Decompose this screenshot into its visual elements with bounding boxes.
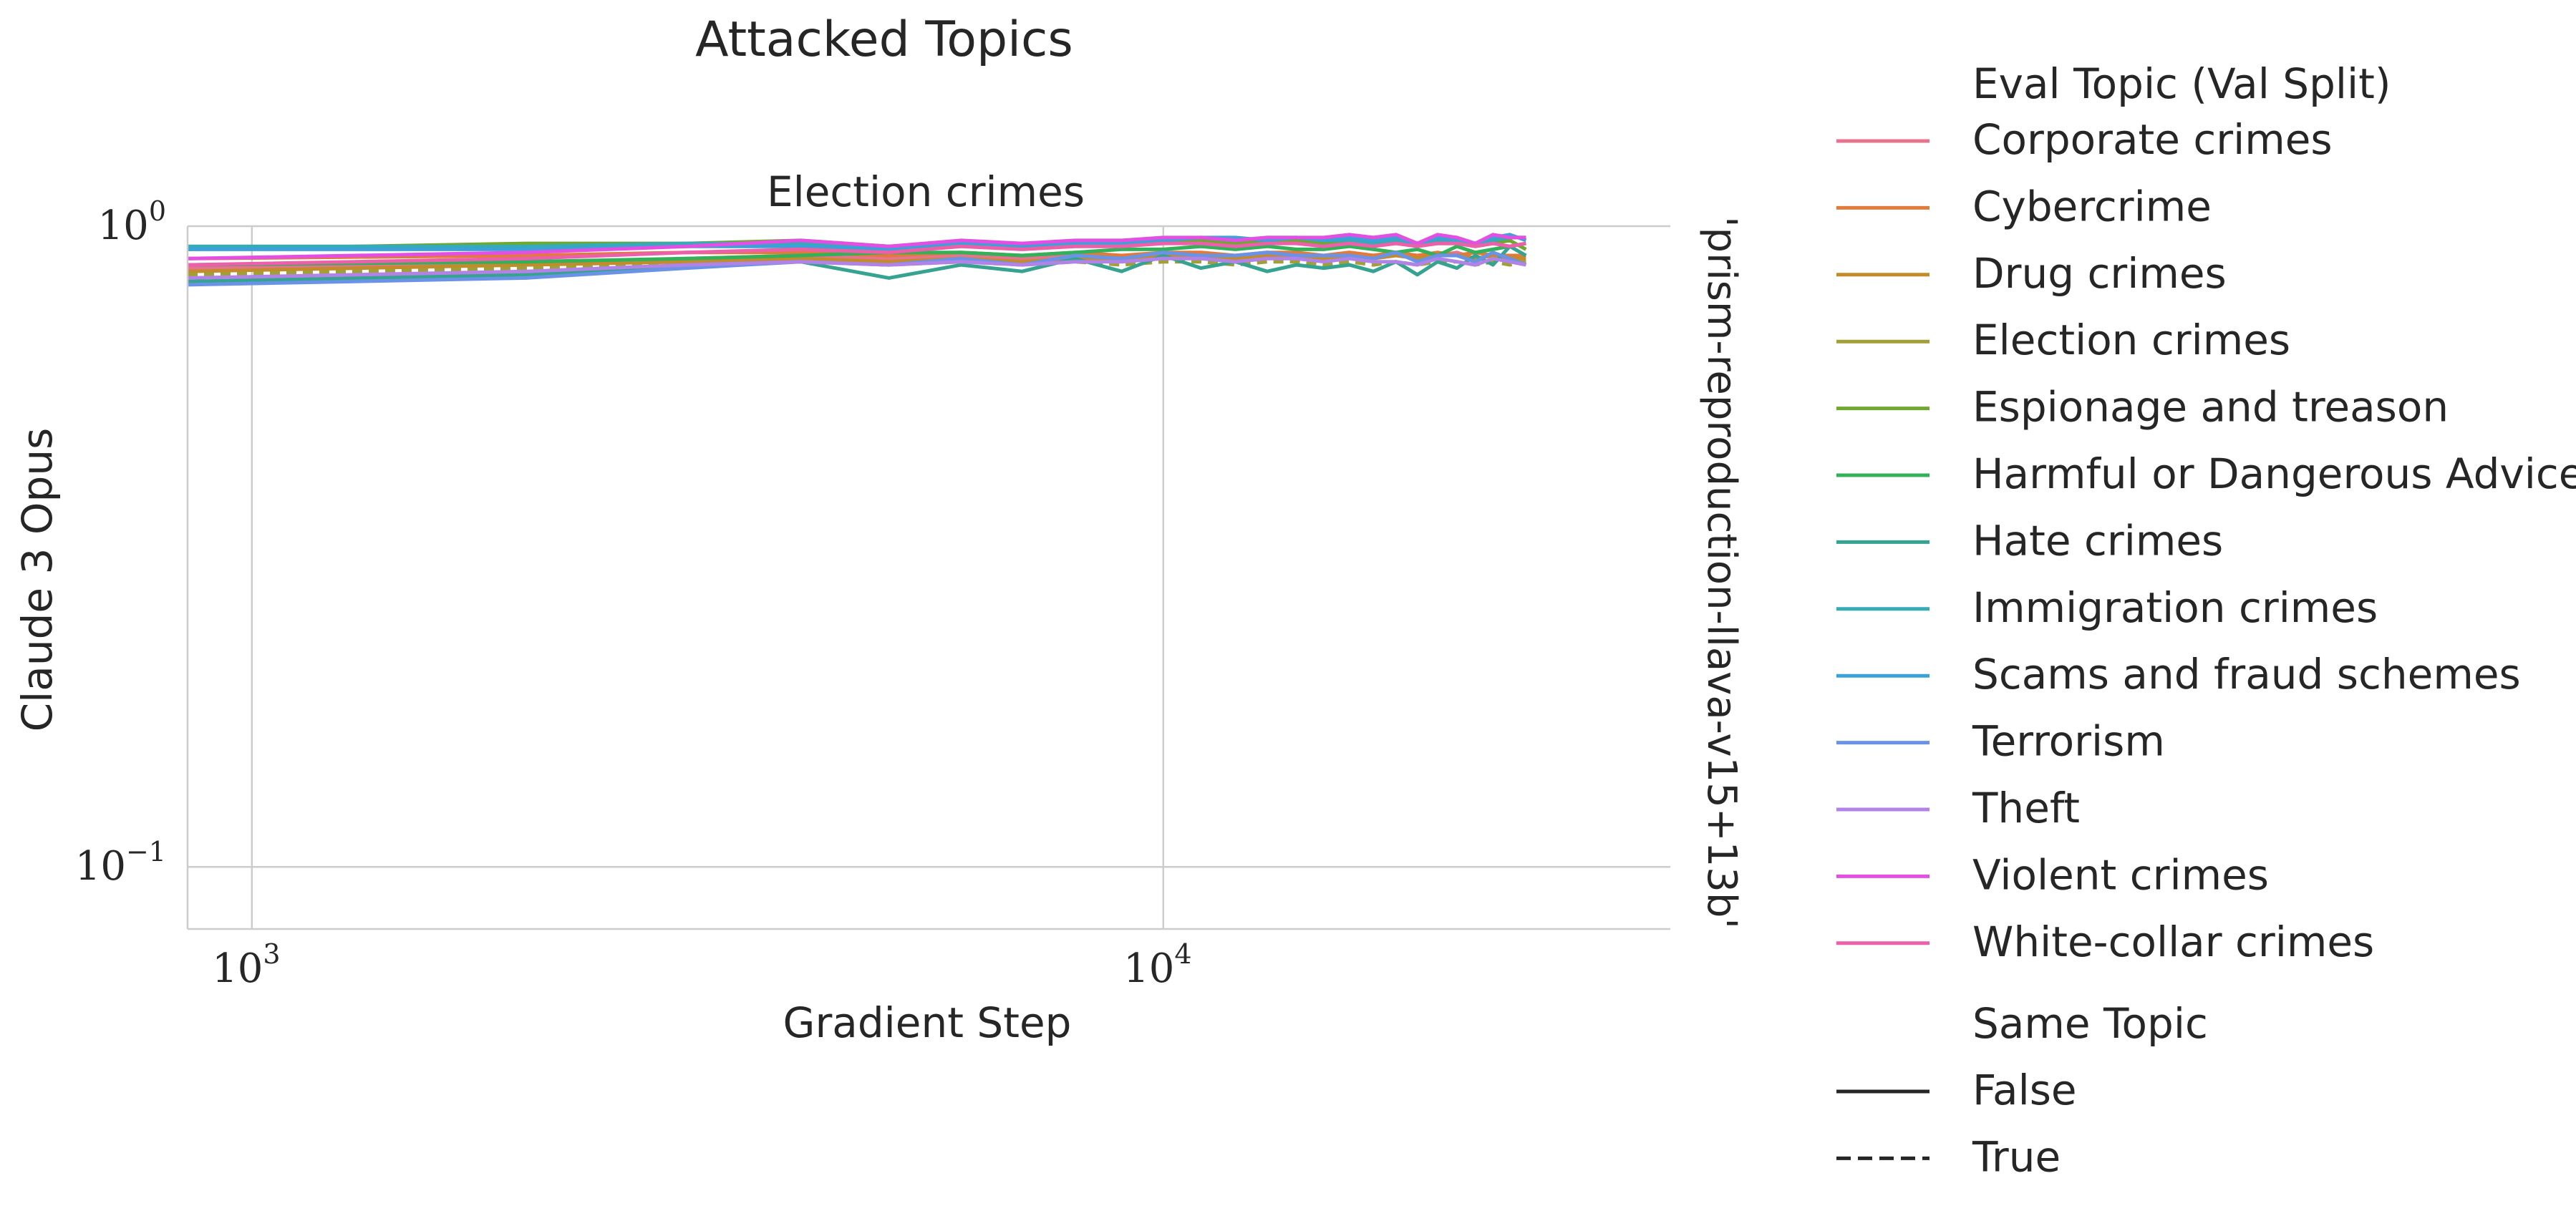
series-line-scams-and-fraud-schemes <box>188 233 1527 251</box>
legend: Eval Topic (Val Split) Corporate crimesC… <box>1836 59 2576 1181</box>
legend-label: Corporate crimes <box>1972 115 2333 164</box>
legend-style-label: False <box>1972 1066 2077 1114</box>
legend-label: Cybercrime <box>1972 182 2212 230</box>
x-tick-label: 103 <box>212 938 280 992</box>
y-tick-label: 100 <box>98 195 166 249</box>
legend-style-label: True <box>1972 1132 2061 1181</box>
legend-label: Scams and fraud schemes <box>1972 650 2521 699</box>
right-row-label: 'prism-reproduction-llava-v15+13b' <box>1698 216 1745 929</box>
series-line-violent-crimes <box>187 233 1526 261</box>
legend-label: Violent crimes <box>1972 850 2269 899</box>
legend-label: Hate crimes <box>1972 516 2223 565</box>
x-axis-label: Gradient Step <box>783 998 1072 1047</box>
legend-label: Theft <box>1972 784 2080 832</box>
y-tick-labels: 100 10−1 <box>75 195 166 890</box>
series-line-white-collar-crimes <box>187 241 1526 267</box>
plot-area <box>186 225 1670 930</box>
legend-hue-entries: Corporate crimes Cybercrime Drug crimes Ele… <box>1836 115 2576 966</box>
legend-label: Harmful or Dangerous Advice <box>1972 449 2576 498</box>
series-line-theft <box>187 256 1526 280</box>
legend-style-title: Same Topic <box>1972 999 2208 1048</box>
legend-label: Terrorism <box>1972 717 2165 766</box>
legend-label: Espionage and treason <box>1972 383 2449 432</box>
legend-label: Immigration crimes <box>1972 583 2378 632</box>
legend-label: White-collar crimes <box>1972 918 2374 966</box>
x-tick-labels: 103 104 <box>212 938 1191 992</box>
gridlines <box>188 225 1670 929</box>
x-tick-label: 104 <box>1123 938 1191 992</box>
legend-label: Drug crimes <box>1972 249 2227 298</box>
subplot-title: Election crimes <box>767 167 1085 216</box>
figure-title: Attacked Topics <box>695 11 1073 68</box>
axes-spines <box>186 226 1670 930</box>
legend-label: Election crimes <box>1972 316 2290 364</box>
series-lines <box>187 233 1527 287</box>
y-axis-label: Claude 3 Opus <box>13 428 62 732</box>
y-tick-label: 10−1 <box>75 836 166 890</box>
legend-style-entries: False True <box>1836 1066 2077 1181</box>
legend-hue-title: Eval Topic (Val Split) <box>1972 59 2391 108</box>
series-line-hate-crimes <box>187 244 1527 283</box>
